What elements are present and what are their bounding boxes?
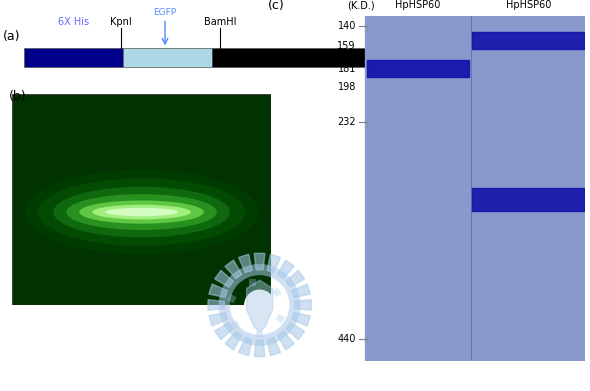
Bar (256, 331, 263, 338)
Bar (123, 48, 212, 66)
Text: 140: 140 (337, 21, 356, 31)
Polygon shape (286, 270, 304, 287)
Polygon shape (208, 300, 224, 310)
Text: (b): (b) (9, 90, 27, 103)
Polygon shape (209, 312, 227, 326)
Polygon shape (238, 337, 252, 356)
Polygon shape (292, 284, 310, 298)
Polygon shape (277, 260, 294, 279)
Polygon shape (254, 340, 265, 357)
Ellipse shape (53, 187, 230, 237)
Bar (272, 288, 281, 297)
Text: 440: 440 (337, 334, 356, 344)
Ellipse shape (92, 204, 191, 219)
Ellipse shape (105, 208, 178, 216)
Text: EGFP-
HpHSP60: EGFP- HpHSP60 (395, 0, 441, 11)
Text: 181: 181 (337, 64, 356, 74)
Polygon shape (238, 254, 252, 273)
Polygon shape (215, 270, 233, 287)
Ellipse shape (66, 194, 217, 230)
Bar (276, 314, 285, 323)
Polygon shape (247, 280, 273, 332)
Bar (249, 279, 256, 286)
Text: (c): (c) (268, 0, 285, 12)
Polygon shape (277, 331, 294, 350)
Circle shape (245, 290, 274, 320)
Ellipse shape (38, 178, 245, 246)
Text: 159: 159 (337, 41, 356, 51)
Polygon shape (225, 331, 242, 350)
Polygon shape (292, 312, 310, 326)
Bar (227, 294, 237, 303)
Text: Marker
(K.D.): Marker (K.D.) (343, 0, 378, 11)
Text: HpHSP60: HpHSP60 (506, 0, 552, 11)
Text: HpHSP60: HpHSP60 (372, 17, 418, 27)
Ellipse shape (79, 201, 204, 224)
Polygon shape (295, 300, 312, 310)
Text: BamHI: BamHI (204, 17, 237, 27)
Bar (212, 48, 578, 66)
Polygon shape (286, 323, 304, 340)
Text: 232: 232 (337, 117, 356, 127)
Polygon shape (267, 254, 281, 273)
Polygon shape (225, 260, 242, 279)
Bar (24, 48, 123, 66)
Polygon shape (254, 253, 265, 270)
Text: (a): (a) (4, 30, 21, 43)
Polygon shape (215, 323, 233, 340)
Ellipse shape (25, 170, 258, 254)
Text: EGFP: EGFP (153, 8, 176, 17)
Text: KpnI: KpnI (110, 17, 132, 27)
Text: 198: 198 (337, 82, 356, 91)
Bar (231, 320, 240, 329)
Text: 6X His: 6X His (58, 17, 89, 27)
Polygon shape (209, 284, 227, 298)
Polygon shape (267, 337, 281, 356)
